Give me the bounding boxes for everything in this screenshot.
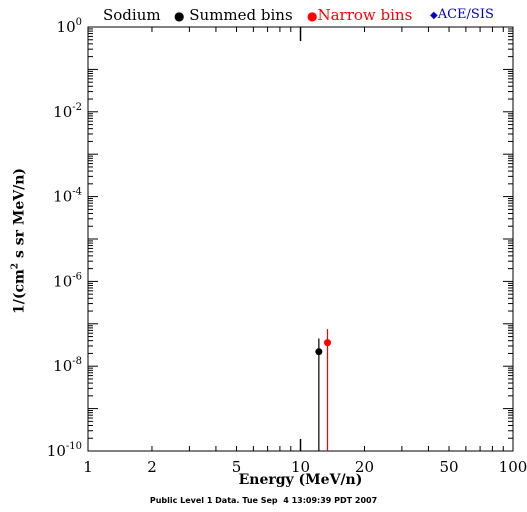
y-tick-label: 10-8 <box>53 356 82 375</box>
summed-bins-point <box>315 348 323 356</box>
y-tick-label: 10-2 <box>53 102 82 121</box>
legend-species: Sodium <box>103 6 161 24</box>
y-tick-label: 10-10 <box>47 441 82 460</box>
legend-source-label: ACE/SIS <box>437 7 494 22</box>
y-tick-label: 10-4 <box>53 187 82 206</box>
legend-source: ◆ACE/SIS <box>430 7 494 22</box>
y-tick-label: 100 <box>57 17 82 36</box>
x-tick-label: 2 <box>147 458 157 476</box>
legend-narrow-label: Narrow bins <box>317 6 413 24</box>
narrow-bins-point <box>324 339 332 347</box>
x-tick-label: 1 <box>83 458 93 476</box>
y-axis-label-suffix: s sr MeV/n) <box>11 167 28 263</box>
y-tick-label: 10-6 <box>53 271 82 290</box>
y-axis-label: 1/(cm2 s sr MeV/n) <box>11 168 28 314</box>
plot-frame <box>87 26 514 452</box>
y-axis-label-sup: 2 <box>10 262 21 270</box>
source-marker-icon: ◆ <box>430 10 438 21</box>
legend-summed: ● Summed bins <box>174 6 293 24</box>
x-tick-label: 100 <box>499 458 527 476</box>
summed-marker-icon: ● <box>174 9 185 23</box>
x-axis-label: Energy (MeV/n) <box>238 472 363 488</box>
legend-summed-label: Summed bins <box>189 6 293 24</box>
x-tick-label: 5 <box>232 458 242 476</box>
legend-narrow: ●Narrow bins <box>307 6 412 24</box>
narrow-marker-icon: ● <box>307 9 318 23</box>
x-tick-label: 50 <box>439 458 458 476</box>
footer-text: Public Level 1 Data. Tue Sep 4 13:09:39 … <box>149 496 378 505</box>
x-tick-label: 20 <box>355 458 374 476</box>
x-tick-label: 10 <box>291 458 310 476</box>
y-axis-label-prefix: 1/(cm <box>11 269 28 315</box>
